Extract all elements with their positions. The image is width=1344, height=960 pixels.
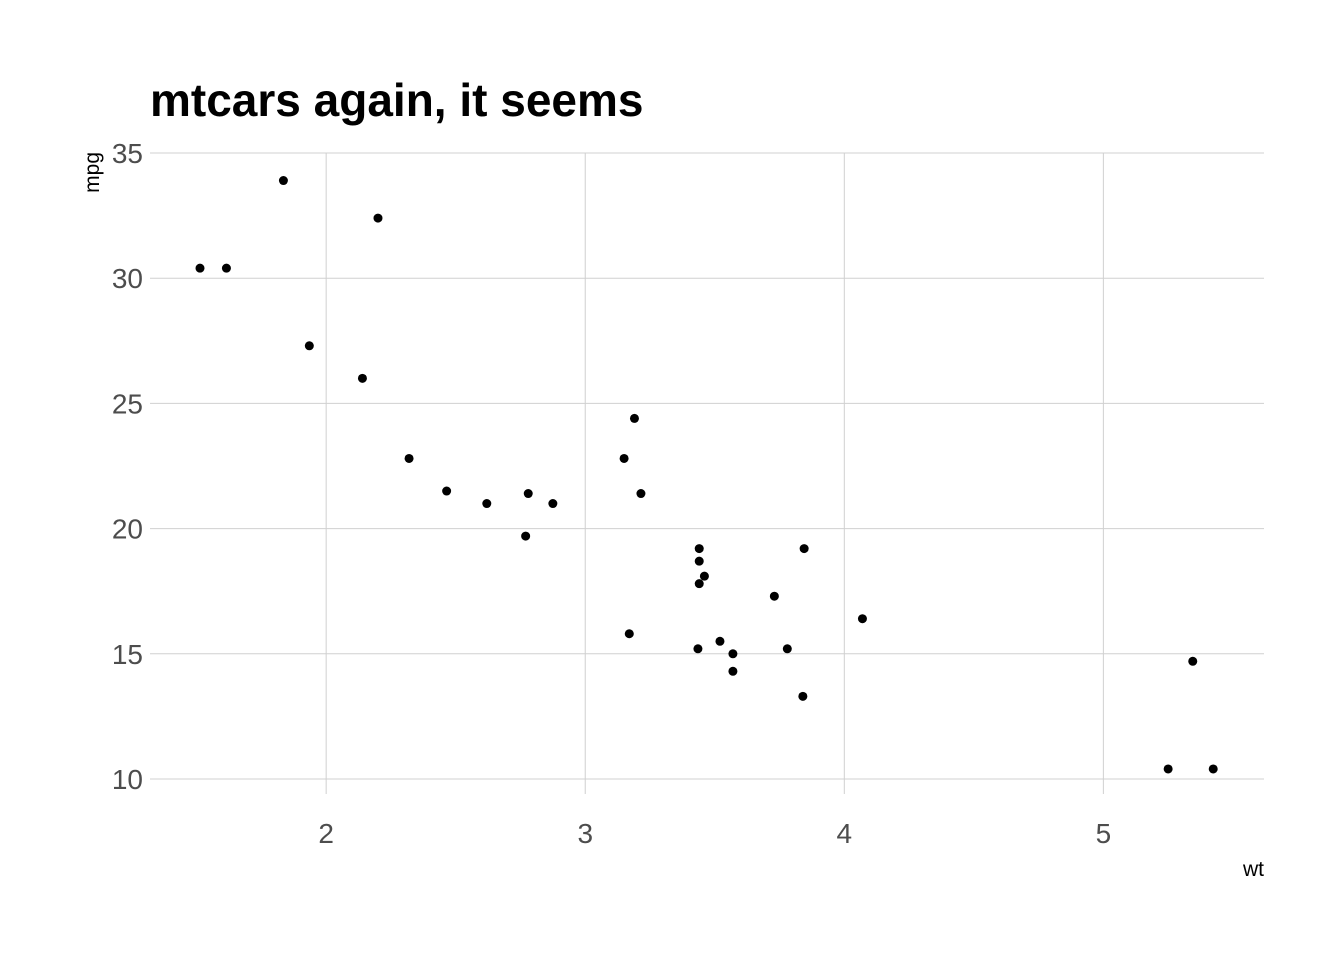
data-point [221, 263, 231, 273]
data-point [636, 489, 646, 499]
data-point [798, 691, 808, 701]
y-tick-labels: 10 15 20 25 30 35 [112, 138, 143, 795]
data-point [694, 544, 704, 554]
data-point [694, 579, 704, 589]
data-point [404, 453, 414, 463]
y-tick-label: 35 [112, 138, 143, 169]
data-point [373, 213, 383, 223]
grid-lines [150, 152, 1264, 794]
data-point [304, 341, 314, 351]
data-point [1163, 764, 1173, 774]
data-point [624, 629, 634, 639]
y-tick-label: 30 [112, 263, 143, 294]
data-point [1188, 656, 1198, 666]
x-tick-label: 4 [837, 818, 853, 849]
y-axis-label: mpg [81, 152, 104, 193]
data-point [629, 413, 639, 423]
data-point [1208, 764, 1218, 774]
data-point [715, 636, 725, 646]
data-point [693, 644, 703, 654]
y-tick-label: 20 [112, 514, 143, 545]
data-point [442, 486, 452, 496]
x-tick-label: 3 [577, 818, 593, 849]
x-axis-label: wt [1242, 858, 1264, 881]
data-point [782, 644, 792, 654]
data-point [799, 544, 809, 554]
x-tick-labels: 2 3 4 5 [318, 818, 1111, 849]
data-point [195, 263, 205, 273]
x-tick-label: 2 [318, 818, 334, 849]
data-point [278, 176, 288, 186]
x-tick-label: 5 [1096, 818, 1112, 849]
data-point [728, 666, 738, 676]
data-point [482, 499, 492, 509]
data-point [548, 499, 558, 509]
data-point [699, 571, 709, 581]
y-tick-label: 25 [112, 388, 143, 419]
chart-title: mtcars again, it seems [150, 74, 643, 126]
data-point [728, 649, 738, 659]
data-point [523, 489, 533, 499]
data-point [769, 591, 779, 601]
data-point [857, 614, 867, 624]
y-tick-label: 10 [112, 764, 143, 795]
y-tick-label: 15 [112, 639, 143, 670]
data-point [619, 453, 629, 463]
data-points [195, 176, 1218, 774]
data-point [694, 556, 704, 566]
data-point [521, 531, 531, 541]
data-point [357, 373, 367, 383]
